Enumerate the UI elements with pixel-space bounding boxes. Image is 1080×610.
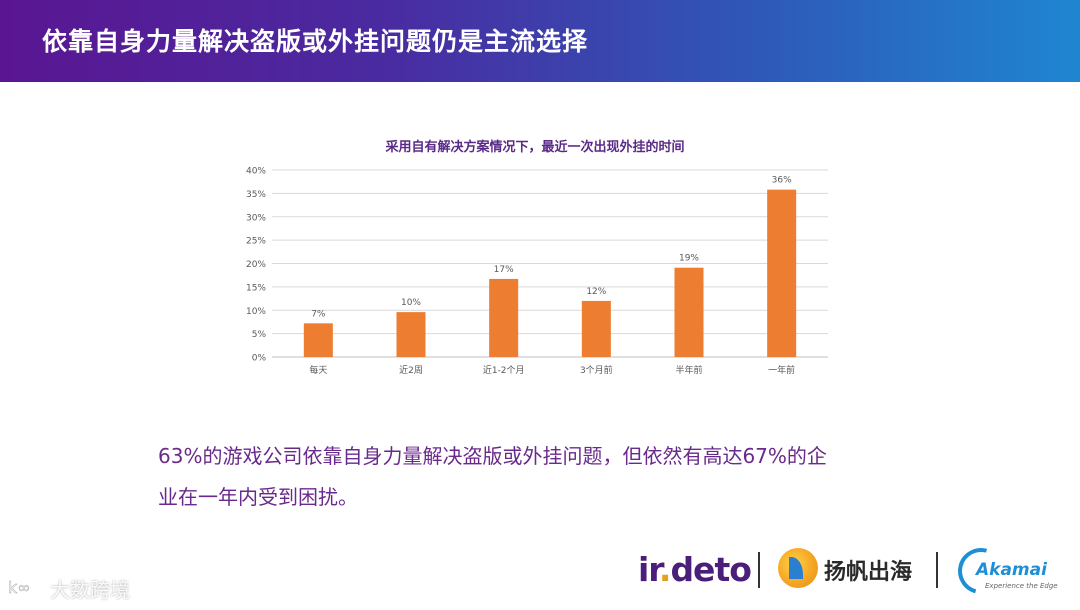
bar [674, 267, 704, 357]
y-tick-label: 25% [246, 237, 266, 247]
watermark-icon: k∞ [8, 578, 31, 597]
bar-data-label: 19% [679, 254, 699, 264]
x-tick-label: 半年前 [675, 364, 702, 376]
y-tick-label: 40% [246, 167, 266, 177]
logo-divider [936, 552, 938, 588]
bar [396, 312, 426, 357]
logo-divider [758, 552, 760, 588]
y-tick-label: 15% [246, 283, 266, 293]
summary-line-1: 63%的游戏公司依靠自身力量解决盗版或外挂问题，但依然有高达67%的企 [158, 444, 827, 468]
x-tick-label: 每天 [309, 364, 327, 376]
svg-text:k∞: k∞ [8, 578, 31, 597]
summary-line-2: 业在一年内受到困扰。 [158, 485, 358, 509]
bar [489, 278, 519, 357]
y-tick-label: 20% [246, 260, 266, 270]
bar-chart: 0% 5% 10% 15% 20% 25% 30% 35% 40% 7% 每天 10% 近2周 17% 近1… [246, 167, 828, 376]
x-tick-label: 近1-2个月 [483, 364, 525, 376]
summary-text: 63%的游戏公司依靠自身力量解决盗版或外挂问题，但依然有高达67%的企 业在一年… [158, 436, 948, 518]
akamai-logo-text: Akamai [976, 560, 1047, 580]
bar-data-label: 7% [311, 309, 326, 319]
x-tick-label: 近2周 [399, 364, 423, 376]
y-tick-label: 30% [246, 213, 266, 223]
yangfan-logo-text: 扬帆出海 [824, 560, 913, 585]
header-banner: 依靠自身力量解决盗版或外挂问题仍是主流选择 [0, 0, 1080, 82]
irdeto-logo: ir.deto [638, 550, 752, 589]
x-tick-label: 3个月前 [580, 364, 613, 376]
y-tick-label: 0% [252, 354, 267, 364]
bar [767, 189, 797, 357]
y-tick-label: 10% [246, 307, 266, 317]
bar-data-label: 12% [586, 287, 606, 297]
bar [303, 323, 333, 357]
akamai-tagline: Experience the Edge [985, 582, 1058, 590]
yangfan-logo-icon [778, 548, 818, 588]
page-title: 依靠自身力量解决盗版或外挂问题仍是主流选择 [42, 27, 589, 56]
bar [581, 300, 611, 357]
watermark-text: 大数跨境 [50, 578, 130, 602]
bar-data-label: 10% [401, 298, 421, 308]
y-tick-label: 35% [246, 190, 266, 200]
irdeto-logo-dot: . [658, 550, 672, 589]
footer-logos: ir.deto 扬帆出海 Akamai Experience the Edge [0, 539, 1080, 610]
bar-data-label: 36% [772, 176, 792, 186]
irdeto-logo-part-b: deto [670, 550, 751, 589]
irdeto-logo-part-a: ir [638, 550, 660, 589]
y-tick-label: 5% [252, 330, 267, 340]
x-tick-label: 一年前 [768, 364, 795, 376]
bar-data-label: 17% [494, 265, 514, 275]
chart-title: 采用自有解决方案情况下，最近一次出现外挂的时间 [385, 140, 685, 155]
